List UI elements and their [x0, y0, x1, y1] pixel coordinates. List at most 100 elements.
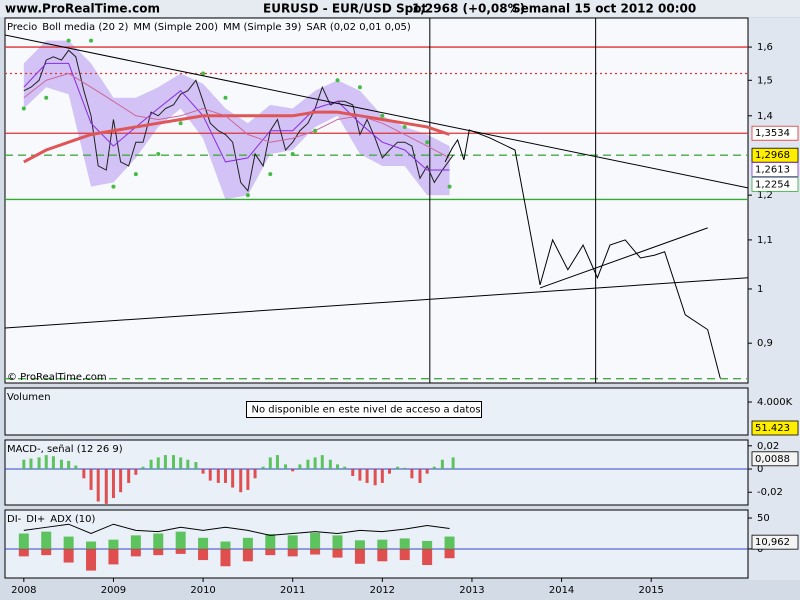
instrument: EURUSD - EUR/USD Spot: [263, 2, 427, 16]
histogram-bar: [275, 455, 279, 470]
price-label: 51.423: [755, 423, 790, 434]
histogram-bar: [171, 455, 175, 470]
histogram-bar: [310, 548, 321, 555]
panel-content: [5, 455, 748, 504]
y-tick-label: 0: [757, 464, 763, 475]
sar-dot: [335, 78, 340, 83]
series-line: [23, 523, 450, 536]
legend-entry: MM (Simple 200): [133, 22, 218, 33]
histogram-bar: [130, 548, 141, 557]
panel: [4, 17, 749, 384]
histogram-bar: [310, 532, 321, 549]
histogram-bar: [422, 548, 433, 566]
histogram-bar: [261, 466, 265, 470]
histogram-bar: [343, 466, 347, 470]
legend-entry: Precio: [7, 22, 37, 33]
histogram-bar: [41, 531, 52, 549]
sar-dot: [290, 151, 295, 156]
sar-dot: [357, 85, 362, 90]
y-tick-label: 1,1: [757, 235, 773, 246]
price-label-box: [751, 176, 799, 192]
histogram-bar: [320, 455, 324, 470]
y-tick-label: -0,02: [757, 487, 783, 498]
histogram-bar: [153, 533, 164, 549]
histogram-bar: [130, 535, 141, 549]
histogram-bar: [444, 548, 455, 559]
histogram-bar: [141, 466, 145, 470]
sar-dot: [380, 113, 385, 118]
histogram-bar: [298, 464, 302, 470]
histogram-bar: [387, 469, 391, 474]
histogram-bar: [29, 458, 33, 470]
x-tick-label: 2013: [459, 585, 484, 596]
histogram-bar: [134, 469, 138, 475]
histogram-bar: [223, 469, 227, 483]
histogram-bar: [268, 457, 272, 470]
histogram-bar: [194, 462, 198, 470]
histogram-bar: [220, 548, 231, 567]
histogram-bar: [410, 469, 414, 479]
x-tick-label: 2008: [11, 585, 36, 596]
histogram-bar: [328, 459, 332, 470]
y-tick-label: 1,4: [757, 111, 773, 122]
histogram-bar: [242, 537, 253, 549]
histogram-bar: [399, 538, 410, 549]
sar-dot: [245, 193, 250, 198]
sar-dot: [313, 128, 318, 133]
sar-dot: [425, 140, 430, 145]
histogram-bar: [208, 469, 212, 481]
series-line: [23, 62, 450, 171]
y-tick-label: 1: [757, 284, 763, 295]
right-axis-bg: [749, 18, 800, 580]
histogram-bar: [119, 469, 123, 493]
histogram-bar: [287, 535, 298, 549]
series-line: [23, 72, 450, 159]
histogram-bar: [198, 548, 209, 561]
sar-dot: [402, 124, 407, 129]
histogram-bar: [396, 466, 400, 470]
legend-entry: SAR (0,02 0,01 0,05): [306, 22, 411, 33]
sar-dot: [89, 38, 94, 43]
price-label-box: [751, 420, 799, 436]
sar-dot: [133, 172, 138, 177]
sar-dot: [66, 38, 71, 43]
histogram-bar: [156, 457, 160, 470]
histogram-bar: [18, 533, 29, 549]
sar-dot: [178, 121, 183, 126]
histogram-bar: [291, 469, 295, 472]
series-line: [23, 49, 454, 192]
histogram-bar: [108, 548, 119, 565]
sar-dot: [156, 151, 161, 156]
x-tick-label: 2010: [190, 585, 215, 596]
sar-dot: [268, 172, 273, 177]
histogram-bar: [67, 460, 71, 470]
histogram-bar: [22, 459, 26, 470]
histogram-bar: [358, 469, 362, 481]
histogram-bar: [96, 469, 100, 502]
histogram-bar: [432, 466, 436, 470]
legend-entry: ADX (10): [50, 514, 95, 525]
panel-content: [5, 523, 748, 571]
histogram-bar: [86, 548, 97, 571]
histogram-bar: [201, 469, 205, 474]
x-tick-label: 2011: [280, 585, 305, 596]
histogram-bar: [179, 457, 183, 470]
histogram-bar: [425, 469, 429, 474]
panel-title: MACD-, señal (12 26 9): [7, 444, 123, 455]
histogram-bar: [380, 469, 384, 483]
sar-dot: [447, 184, 452, 189]
histogram-bar: [231, 469, 235, 488]
histogram-bar: [451, 457, 455, 470]
histogram-bar: [313, 457, 317, 470]
histogram-bar: [51, 456, 55, 470]
legend-entry: MM (Simple 39): [223, 22, 301, 33]
x-tick-label: 2012: [370, 585, 395, 596]
sar-dot: [44, 95, 49, 100]
histogram-bar: [59, 459, 63, 470]
histogram-bar: [246, 469, 250, 490]
histogram-bar: [127, 469, 131, 483]
legend-entry: DI-: [7, 514, 22, 525]
x-tick-label: 2014: [549, 585, 574, 596]
